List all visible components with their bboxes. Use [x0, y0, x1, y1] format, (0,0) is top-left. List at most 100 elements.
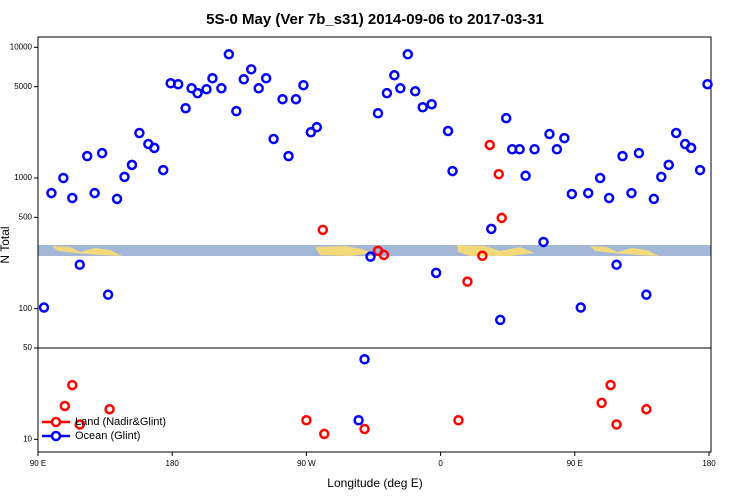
point — [544, 128, 555, 140]
point — [426, 98, 437, 110]
point — [319, 428, 330, 440]
point — [641, 403, 652, 415]
point — [611, 419, 622, 430]
point — [477, 250, 488, 262]
point — [493, 168, 505, 180]
point — [245, 64, 257, 75]
point — [231, 105, 242, 117]
point — [582, 187, 594, 199]
point — [381, 87, 393, 99]
y-axis-label: N Total — [0, 226, 12, 263]
point — [486, 223, 497, 235]
legend-label: Land (Nadir&Glint) — [75, 416, 166, 428]
point — [685, 142, 697, 154]
point — [566, 188, 578, 200]
point — [119, 171, 130, 183]
point — [402, 49, 414, 60]
point — [702, 78, 713, 90]
point — [96, 147, 108, 159]
point — [494, 314, 506, 326]
y-tick-label: 1000 — [14, 173, 32, 182]
point — [353, 414, 364, 426]
point — [694, 164, 706, 176]
point — [223, 49, 235, 60]
point — [126, 159, 138, 171]
point — [38, 302, 50, 313]
point — [317, 224, 329, 236]
point — [641, 289, 652, 300]
x-tick-label: 90 E — [567, 459, 583, 468]
y-tick-label: 100 — [19, 304, 33, 313]
point — [149, 142, 160, 154]
point — [442, 125, 454, 137]
x-tick-label: 0 — [438, 459, 443, 468]
point — [514, 143, 525, 155]
point — [74, 419, 86, 430]
point — [496, 212, 507, 224]
point — [611, 259, 622, 270]
point — [372, 108, 384, 119]
legend-marker — [50, 430, 62, 442]
chart-title: 5S-0 May (Ver 7b_s31) 2014-09-06 to 2017… — [206, 11, 544, 28]
point — [430, 267, 442, 279]
point — [67, 379, 78, 391]
point — [575, 302, 587, 313]
point — [311, 121, 323, 133]
point — [74, 259, 86, 270]
point — [663, 159, 674, 171]
y-tick-label: 10 — [23, 434, 32, 443]
point — [89, 187, 100, 199]
point — [453, 414, 464, 426]
point — [500, 112, 512, 124]
point — [395, 83, 406, 94]
point — [301, 414, 312, 426]
point — [67, 192, 78, 204]
point — [134, 127, 145, 139]
legend-marker — [50, 416, 62, 428]
point — [520, 170, 531, 182]
point — [626, 187, 637, 199]
point — [648, 193, 660, 205]
point — [59, 400, 71, 412]
point — [290, 93, 302, 105]
point — [298, 79, 309, 91]
point — [46, 187, 57, 199]
point — [277, 93, 288, 105]
point — [389, 70, 400, 81]
x-tick-label: 90 E — [30, 459, 46, 468]
point — [410, 86, 421, 97]
point — [216, 83, 227, 94]
point — [192, 87, 203, 99]
point — [260, 73, 272, 84]
x-tick-label: 90 W — [297, 459, 316, 468]
y-tick-label: 5000 — [14, 82, 32, 91]
y-tick-label: 50 — [23, 343, 32, 352]
x-axis-label: Longitude (deg E) — [327, 476, 422, 490]
point — [594, 172, 606, 184]
point — [378, 249, 390, 261]
point — [656, 171, 667, 183]
point — [484, 139, 496, 151]
point — [268, 133, 279, 145]
point — [559, 132, 570, 144]
point — [104, 403, 115, 415]
point — [172, 78, 184, 90]
x-tick-label: 180 — [166, 459, 180, 468]
point — [359, 354, 370, 365]
point — [551, 143, 563, 155]
legend-label: Ocean (Glint) — [75, 430, 140, 442]
point — [207, 73, 218, 84]
point — [617, 150, 628, 162]
point — [283, 150, 294, 162]
point — [605, 379, 616, 391]
point — [417, 101, 428, 113]
point — [529, 143, 540, 155]
x-tick-label: 180 — [702, 459, 716, 468]
point — [538, 236, 549, 248]
point — [596, 397, 607, 409]
plot-frame — [37, 36, 712, 453]
point — [447, 165, 458, 177]
point — [201, 83, 212, 95]
point — [365, 251, 376, 262]
